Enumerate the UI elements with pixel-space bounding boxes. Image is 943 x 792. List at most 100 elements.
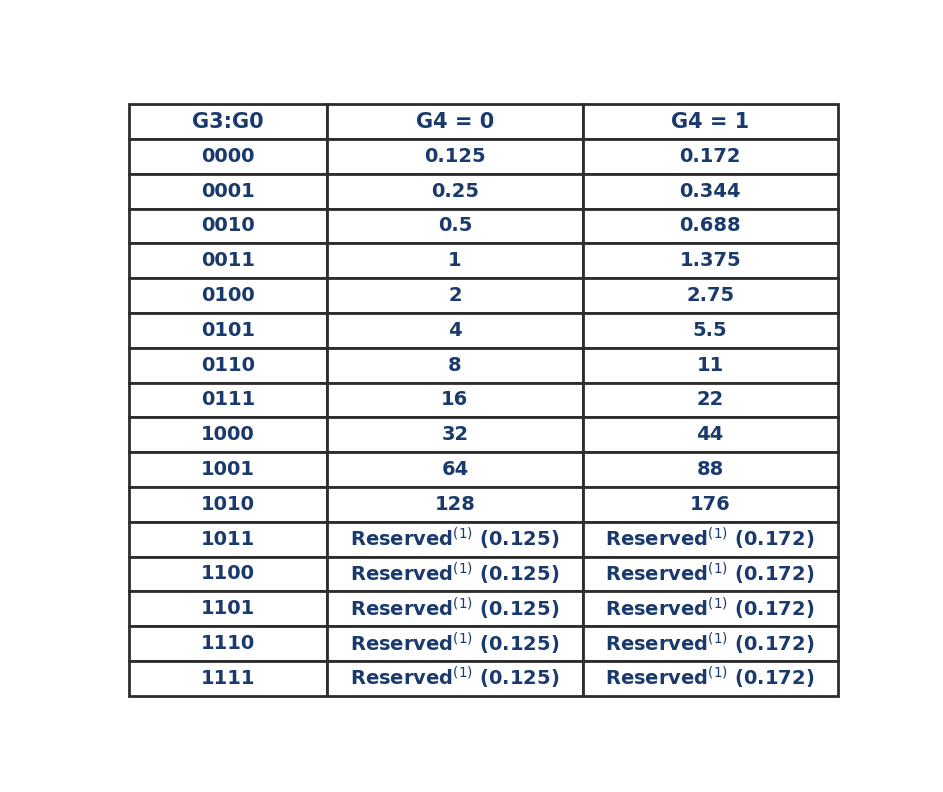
Bar xyxy=(327,417,583,452)
Text: 0.125: 0.125 xyxy=(424,147,486,166)
Bar xyxy=(327,139,583,173)
Text: 1.375: 1.375 xyxy=(679,251,741,270)
Text: 0001: 0001 xyxy=(201,181,255,200)
Text: 16: 16 xyxy=(441,390,469,409)
Bar xyxy=(583,208,837,243)
Text: Reserved$^{(1)}$ (0.172): Reserved$^{(1)}$ (0.172) xyxy=(605,630,815,657)
Bar xyxy=(327,383,583,417)
Bar xyxy=(129,626,327,661)
Bar xyxy=(583,383,837,417)
Bar xyxy=(327,661,583,695)
Bar xyxy=(583,417,837,452)
Text: 176: 176 xyxy=(689,495,731,514)
Text: 1011: 1011 xyxy=(201,530,256,549)
Text: 22: 22 xyxy=(697,390,724,409)
Bar xyxy=(327,592,583,626)
Bar xyxy=(129,452,327,487)
Text: Reserved$^{(1)}$ (0.172): Reserved$^{(1)}$ (0.172) xyxy=(605,596,815,622)
Bar xyxy=(327,173,583,208)
Text: Reserved$^{(1)}$ (0.125): Reserved$^{(1)}$ (0.125) xyxy=(350,526,559,552)
Text: 0110: 0110 xyxy=(201,356,256,375)
Bar xyxy=(327,626,583,661)
Bar xyxy=(327,487,583,522)
Bar xyxy=(583,522,837,557)
Text: 64: 64 xyxy=(441,460,469,479)
Text: 1: 1 xyxy=(448,251,462,270)
Text: 0.5: 0.5 xyxy=(438,216,472,235)
Bar xyxy=(583,592,837,626)
Bar xyxy=(129,313,327,348)
Bar xyxy=(583,348,837,383)
Text: 0011: 0011 xyxy=(201,251,256,270)
Text: 0100: 0100 xyxy=(201,286,255,305)
Text: 2: 2 xyxy=(448,286,462,305)
Bar xyxy=(583,661,837,695)
Bar xyxy=(583,243,837,278)
Bar xyxy=(583,557,837,592)
Bar xyxy=(583,626,837,661)
Bar xyxy=(327,557,583,592)
Text: 2.75: 2.75 xyxy=(687,286,735,305)
Text: Reserved$^{(1)}$ (0.172): Reserved$^{(1)}$ (0.172) xyxy=(605,526,815,552)
Bar xyxy=(327,348,583,383)
Text: 1001: 1001 xyxy=(201,460,256,479)
Bar xyxy=(583,452,837,487)
Text: 128: 128 xyxy=(435,495,475,514)
Bar xyxy=(129,487,327,522)
Bar xyxy=(583,278,837,313)
Text: 11: 11 xyxy=(697,356,724,375)
Bar xyxy=(129,383,327,417)
Bar xyxy=(129,278,327,313)
Bar xyxy=(327,313,583,348)
Text: 32: 32 xyxy=(441,425,469,444)
Bar xyxy=(327,208,583,243)
Bar xyxy=(583,173,837,208)
Text: 0101: 0101 xyxy=(201,321,256,340)
Bar xyxy=(129,522,327,557)
Bar xyxy=(327,278,583,313)
Bar xyxy=(129,348,327,383)
Text: 1010: 1010 xyxy=(201,495,256,514)
Text: 88: 88 xyxy=(697,460,724,479)
Text: 0000: 0000 xyxy=(202,147,255,166)
Bar xyxy=(129,243,327,278)
Bar xyxy=(129,661,327,695)
Bar xyxy=(583,487,837,522)
Text: 1110: 1110 xyxy=(201,634,256,653)
Text: 1100: 1100 xyxy=(201,565,256,584)
Text: 4: 4 xyxy=(448,321,462,340)
Bar xyxy=(327,452,583,487)
Bar xyxy=(129,105,327,139)
Bar xyxy=(129,173,327,208)
Bar xyxy=(129,208,327,243)
Bar xyxy=(129,139,327,173)
Text: 1111: 1111 xyxy=(201,668,256,687)
Text: 0010: 0010 xyxy=(201,216,255,235)
Text: Reserved$^{(1)}$ (0.125): Reserved$^{(1)}$ (0.125) xyxy=(350,630,559,657)
Bar xyxy=(583,139,837,173)
Bar xyxy=(327,522,583,557)
Bar xyxy=(129,592,327,626)
Bar xyxy=(327,105,583,139)
Text: 1101: 1101 xyxy=(201,600,256,619)
Bar xyxy=(583,313,837,348)
Bar xyxy=(583,105,837,139)
Bar xyxy=(129,417,327,452)
Text: 8: 8 xyxy=(448,356,462,375)
Text: Reserved$^{(1)}$ (0.125): Reserved$^{(1)}$ (0.125) xyxy=(350,596,559,622)
Text: G4 = 0: G4 = 0 xyxy=(416,112,494,131)
Text: G4 = 1: G4 = 1 xyxy=(671,112,750,131)
Text: Reserved$^{(1)}$ (0.125): Reserved$^{(1)}$ (0.125) xyxy=(350,665,559,691)
Text: 0.344: 0.344 xyxy=(679,181,741,200)
Bar xyxy=(129,557,327,592)
Text: 0.25: 0.25 xyxy=(431,181,479,200)
Text: Reserved$^{(1)}$ (0.125): Reserved$^{(1)}$ (0.125) xyxy=(350,561,559,587)
Text: Reserved$^{(1)}$ (0.172): Reserved$^{(1)}$ (0.172) xyxy=(605,665,815,691)
Text: 44: 44 xyxy=(697,425,724,444)
Text: 5.5: 5.5 xyxy=(693,321,727,340)
Text: G3:G0: G3:G0 xyxy=(192,112,264,131)
Text: 0111: 0111 xyxy=(201,390,256,409)
Text: Reserved$^{(1)}$ (0.172): Reserved$^{(1)}$ (0.172) xyxy=(605,561,815,587)
Bar xyxy=(327,243,583,278)
Text: 0.688: 0.688 xyxy=(679,216,741,235)
